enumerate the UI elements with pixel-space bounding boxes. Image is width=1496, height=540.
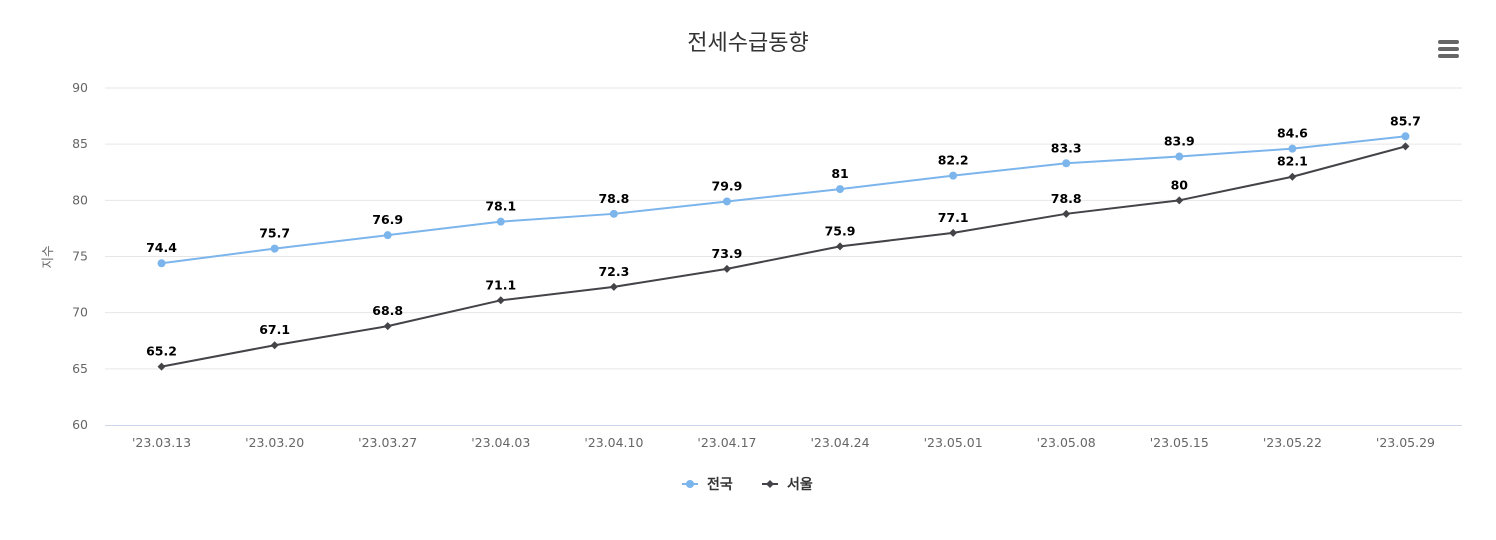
data-label: 67.1 — [259, 322, 290, 337]
data-label: 85.7 — [1390, 113, 1421, 128]
x-tick-label: '23.05.08 — [1037, 435, 1096, 450]
data-point — [949, 228, 958, 237]
data-point — [836, 242, 845, 251]
x-tick-label: '23.05.22 — [1263, 435, 1322, 450]
data-point — [609, 282, 618, 291]
data-point — [157, 259, 166, 268]
y-tick-label: 90 — [72, 80, 88, 95]
data-point — [1288, 172, 1297, 181]
data-label: 75.9 — [825, 223, 856, 238]
series-line-1 — [160, 145, 1407, 368]
data-point — [1062, 159, 1071, 168]
y-axis-title: 지수 — [40, 245, 55, 268]
series-line-0 — [160, 135, 1407, 265]
x-tick-label: '23.04.10 — [584, 435, 643, 450]
data-point — [496, 296, 505, 305]
data-label: 79.9 — [712, 178, 743, 193]
data-label: 83.3 — [1051, 140, 1082, 155]
data-point — [157, 362, 166, 371]
data-point — [836, 185, 845, 194]
x-tick-label: '23.03.13 — [132, 435, 191, 450]
data-point — [383, 231, 392, 240]
y-tick-label: 70 — [72, 305, 88, 320]
data-label: 75.7 — [259, 226, 290, 241]
data-label: 78.8 — [1051, 191, 1082, 206]
data-point — [1175, 196, 1184, 205]
y-tick-label: 65 — [72, 361, 88, 376]
data-point — [949, 171, 958, 180]
data-label: 71.1 — [485, 277, 516, 292]
data-point — [1175, 152, 1184, 161]
data-point — [1062, 209, 1071, 218]
data-point — [383, 322, 392, 331]
data-label: 72.3 — [598, 264, 629, 279]
data-label: 81 — [831, 166, 848, 181]
data-label: 82.2 — [938, 153, 969, 168]
data-point — [1401, 132, 1410, 141]
legend-marker — [766, 480, 774, 488]
hamburger-menu-icon[interactable] — [1434, 36, 1462, 62]
data-label: 84.6 — [1277, 126, 1308, 141]
x-tick-label: '23.04.24 — [810, 435, 869, 450]
data-label: 78.1 — [485, 199, 516, 214]
x-tick-label: '23.05.15 — [1150, 435, 1209, 450]
data-label: 65.2 — [146, 344, 177, 359]
y-tick-label: 80 — [72, 192, 88, 207]
y-tick-label: 85 — [72, 136, 88, 151]
y-tick-label: 60 — [72, 417, 88, 432]
data-point — [722, 264, 731, 273]
data-point — [270, 244, 279, 253]
data-label: 74.4 — [146, 240, 177, 255]
legend-label: 서울 — [787, 476, 813, 493]
data-label: 82.1 — [1277, 154, 1308, 169]
x-tick-label: '23.03.27 — [358, 435, 417, 450]
legend-marker — [686, 480, 694, 488]
data-point — [1401, 142, 1410, 151]
data-label: 78.8 — [598, 191, 629, 206]
data-point — [722, 197, 731, 206]
x-tick-label: '23.03.20 — [245, 435, 304, 450]
legend-label: 전국 — [707, 476, 733, 493]
x-tick-label: '23.05.29 — [1376, 435, 1435, 450]
data-point — [1288, 144, 1297, 153]
data-label: 73.9 — [712, 246, 743, 261]
x-tick-label: '23.04.17 — [697, 435, 756, 450]
data-label: 83.9 — [1164, 134, 1195, 149]
data-label: 77.1 — [938, 210, 969, 225]
data-label: 80 — [1171, 177, 1189, 192]
y-tick-label: 75 — [72, 249, 88, 264]
data-label: 76.9 — [372, 212, 403, 227]
x-tick-label: '23.04.03 — [471, 435, 530, 450]
data-point — [496, 217, 505, 226]
data-point — [609, 209, 618, 218]
x-tick-label: '23.05.01 — [924, 435, 983, 450]
chart-title: 전세수급동향 — [687, 31, 808, 56]
data-point — [270, 341, 279, 350]
data-label: 68.8 — [372, 303, 403, 318]
